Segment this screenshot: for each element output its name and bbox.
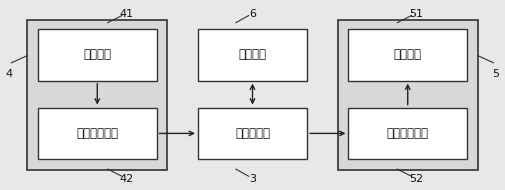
Text: 接收天线: 接收天线 [83, 48, 111, 61]
Bar [198, 29, 307, 81]
Text: 信号放大器: 信号放大器 [235, 127, 270, 140]
Bar [38, 108, 157, 159]
Bar [27, 20, 167, 170]
Bar [348, 29, 467, 81]
Bar [348, 108, 467, 159]
Text: 发射天线: 发射天线 [394, 48, 422, 61]
Bar [38, 29, 157, 81]
Text: 6: 6 [249, 9, 256, 19]
Text: 3: 3 [249, 174, 256, 184]
Text: 52: 52 [409, 174, 423, 184]
Text: 42: 42 [120, 174, 134, 184]
Text: 4: 4 [6, 69, 13, 79]
Bar [198, 108, 307, 159]
Bar [338, 20, 478, 170]
Text: 41: 41 [120, 9, 134, 19]
Text: 连接电缆: 连接电缆 [238, 48, 267, 61]
Text: 信号解调单元: 信号解调单元 [76, 127, 118, 140]
Text: 信号调制单元: 信号调制单元 [387, 127, 429, 140]
Text: 51: 51 [409, 9, 423, 19]
Text: 5: 5 [492, 69, 499, 79]
